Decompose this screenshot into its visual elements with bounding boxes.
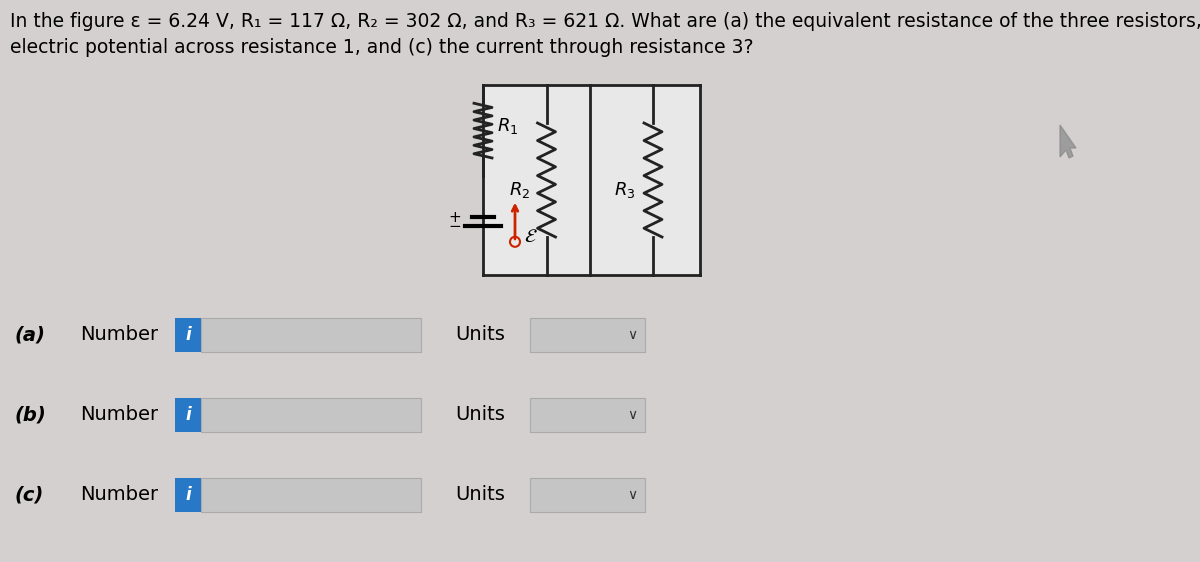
Text: Number: Number (80, 406, 158, 424)
Text: $R_1$: $R_1$ (497, 116, 518, 135)
Polygon shape (1060, 125, 1076, 158)
Text: $R_3$: $R_3$ (613, 180, 635, 200)
Bar (175, 478, 202, 512)
Bar (202, 478, 421, 512)
Bar (530, 398, 646, 432)
Text: (b): (b) (14, 406, 47, 424)
Text: i: i (185, 486, 191, 504)
Text: (c): (c) (14, 486, 44, 505)
Text: −: − (449, 219, 461, 234)
Text: ∨: ∨ (626, 488, 637, 502)
Bar (202, 318, 421, 352)
Text: Units: Units (455, 406, 505, 424)
Bar (175, 398, 202, 432)
Text: +: + (449, 210, 461, 225)
Text: Units: Units (455, 325, 505, 345)
Text: In the figure ε = 6.24 V, R₁ = 117 Ω, R₂ = 302 Ω, and R₃ = 621 Ω. What are (a) t: In the figure ε = 6.24 V, R₁ = 117 Ω, R₂… (10, 12, 1200, 31)
Text: $R_2$: $R_2$ (509, 180, 530, 200)
Text: $\mathit{\mathcal{E}}$: $\mathit{\mathcal{E}}$ (524, 227, 538, 246)
Bar (482, 85, 700, 275)
Text: Number: Number (80, 325, 158, 345)
Text: Units: Units (455, 486, 505, 505)
Bar (530, 478, 646, 512)
Bar (202, 398, 421, 432)
Text: i: i (185, 326, 191, 344)
Text: ∨: ∨ (626, 328, 637, 342)
Text: electric potential across resistance 1, and (c) the current through resistance 3: electric potential across resistance 1, … (10, 38, 754, 57)
Text: Number: Number (80, 486, 158, 505)
Text: ∨: ∨ (626, 408, 637, 422)
Bar (530, 318, 646, 352)
Bar (175, 318, 202, 352)
Text: i: i (185, 406, 191, 424)
Text: (a): (a) (14, 325, 46, 345)
